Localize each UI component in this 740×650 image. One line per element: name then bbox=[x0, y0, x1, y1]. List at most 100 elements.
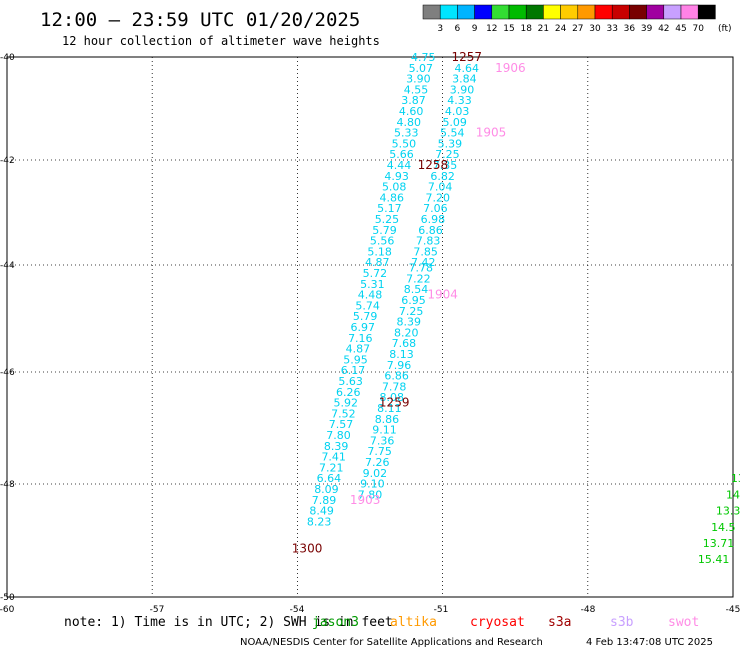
colorbar-swatch bbox=[508, 4, 527, 20]
colorbar-swatch bbox=[543, 4, 561, 20]
wave-height-point: 14 bbox=[726, 488, 740, 501]
wave-height-point: 8.39 bbox=[324, 440, 349, 453]
colorbar-label: 12 bbox=[486, 24, 497, 34]
wave-height-point: 5.50 bbox=[392, 137, 417, 150]
axis-ticks: -60 -57 -54 -51 -48 -45 -40 -42 -44 -46 -48 -50 bbox=[0, 53, 740, 615]
wave-height-point: 14.5 bbox=[711, 521, 736, 534]
pass-time-label: 1903 bbox=[350, 493, 381, 507]
wave-height-point: 5.25 bbox=[375, 213, 400, 226]
satellite-legend-item: jason3 bbox=[312, 615, 359, 630]
wave-height-point: 4.03 bbox=[445, 105, 470, 118]
wave-height-point: 5.79 bbox=[353, 310, 378, 323]
wave-height-point: 8.86 bbox=[375, 413, 400, 426]
wave-height-point: 7.57 bbox=[329, 418, 354, 431]
wave-height-point: 7.36 bbox=[370, 434, 395, 447]
wave-height-point: 5.33 bbox=[394, 127, 419, 140]
wave-height-point: 6.26 bbox=[336, 386, 361, 399]
wave-height-point: 7.85 bbox=[413, 245, 438, 258]
wave-height-point: 8.08 bbox=[380, 391, 405, 404]
colorbar-swatch bbox=[457, 4, 475, 20]
wave-height-point: 9.10 bbox=[360, 478, 385, 491]
colorbar-swatch bbox=[697, 4, 716, 20]
colorbar-swatch bbox=[680, 4, 699, 20]
wave-height-point: 7.89 bbox=[312, 494, 337, 507]
plot-area bbox=[6, 56, 734, 598]
colorbar-label: 18 bbox=[520, 24, 532, 34]
wave-height-point: 7.83 bbox=[416, 235, 441, 248]
wave-height-point: 5.72 bbox=[363, 267, 388, 280]
wave-height-point: 7.78 bbox=[409, 262, 434, 275]
colorbar-label: 70 bbox=[692, 24, 704, 34]
colorbar-label: 39 bbox=[641, 24, 653, 34]
wave-height-point: 7.16 bbox=[348, 332, 373, 345]
wave-height-point: 13.71 bbox=[703, 537, 735, 550]
wave-height-point: 4.87 bbox=[346, 343, 371, 356]
colorbar-label: 9 bbox=[472, 24, 478, 34]
wave-height-point: 7.80 bbox=[358, 488, 383, 501]
colorbar-label: 15 bbox=[503, 24, 514, 34]
wave-height-point: 4.48 bbox=[358, 289, 383, 302]
y-tick-label: -44 bbox=[0, 261, 15, 271]
wave-height-point: 5.39 bbox=[438, 137, 463, 150]
colorbar-label: 30 bbox=[589, 24, 601, 34]
satellite-legend-item: cryosat bbox=[470, 615, 525, 630]
wave-height-point: 5.79 bbox=[372, 224, 397, 237]
colorbar-label: 24 bbox=[555, 24, 567, 34]
wave-height-point: 6.82 bbox=[430, 170, 455, 183]
wave-height-point: 6.98 bbox=[421, 213, 446, 226]
wave-height-point: 5.09 bbox=[442, 116, 467, 129]
colorbar-swatch bbox=[629, 4, 647, 20]
wave-height-point: 4.33 bbox=[447, 94, 472, 107]
colorbar-label: 21 bbox=[538, 24, 549, 34]
wave-height-point: 5.17 bbox=[377, 202, 402, 215]
wave-height-point: 7.22 bbox=[406, 272, 431, 285]
wave-height-point: 8.39 bbox=[396, 316, 421, 329]
wave-height-point: 6.86 bbox=[418, 224, 443, 237]
wave-height-point: 7.25 bbox=[399, 305, 424, 318]
wave-height-point: 6.86 bbox=[384, 370, 409, 383]
wave-height-point: 5.18 bbox=[367, 245, 392, 258]
colorbar-label: 27 bbox=[572, 24, 583, 34]
data-marks: 4.755.073.904.553.874.604.805.335.505.66… bbox=[292, 50, 740, 566]
footer-credit: NOAA/NESDIS Center for Satellite Applica… bbox=[240, 637, 543, 648]
colorbar-swatch bbox=[474, 4, 493, 20]
x-tick-label: -51 bbox=[434, 605, 449, 615]
wave-height-point: 5.63 bbox=[338, 375, 363, 388]
wave-height-point: 9.11 bbox=[372, 424, 397, 437]
colorbar-label: 42 bbox=[658, 24, 669, 34]
wave-height-point: 6.64 bbox=[317, 472, 342, 485]
colorbar-label: 45 bbox=[675, 24, 686, 34]
wave-height-point: 4.44 bbox=[387, 159, 412, 172]
colorbar-swatch bbox=[594, 4, 613, 20]
footer-timestamp: 4 Feb 13:47:08 UTC 2025 bbox=[586, 637, 713, 648]
pass-time-label: 1257 bbox=[452, 50, 483, 64]
wave-height-point: 8.23 bbox=[307, 515, 332, 528]
wave-height-point: 6.17 bbox=[341, 364, 366, 377]
pass-time-label: 1300 bbox=[292, 541, 323, 555]
wave-height-point: 9.02 bbox=[363, 467, 388, 480]
wave-height-point: 5.54 bbox=[440, 127, 465, 140]
plot-border bbox=[6, 56, 734, 598]
y-tick-label: -50 bbox=[0, 593, 15, 603]
y-tick-label: -40 bbox=[0, 53, 15, 63]
colorbar-unit: (ft) bbox=[718, 24, 732, 34]
wave-height-point: 8.09 bbox=[314, 483, 339, 496]
wave-height-point: 7.52 bbox=[331, 407, 356, 420]
wave-height-point: 4.60 bbox=[399, 105, 424, 118]
wave-height-point: 7.68 bbox=[392, 337, 417, 350]
colorbar-swatch bbox=[422, 4, 441, 20]
wave-height-point: 3.90 bbox=[450, 83, 475, 96]
x-tick-label: -60 bbox=[0, 605, 15, 615]
x-tick-label: -45 bbox=[726, 605, 740, 615]
satellite-legend-item: altika bbox=[390, 615, 437, 630]
wave-height-point: 4.86 bbox=[380, 191, 405, 204]
wave-height-point: 7.96 bbox=[387, 359, 412, 372]
chart-subtitle: 12 hour collection of altimeter wave hei… bbox=[62, 34, 380, 48]
x-tick-label: -48 bbox=[581, 605, 596, 615]
wave-height-point: 7.20 bbox=[426, 191, 451, 204]
wave-height-point: 5.92 bbox=[334, 397, 359, 410]
wave-height-point: 6.97 bbox=[350, 321, 375, 334]
note: note: 1) Time is in UTC; 2) SWH is in fe… bbox=[64, 615, 393, 630]
colorbar-swatch bbox=[491, 4, 510, 20]
colorbar-swatch bbox=[646, 4, 665, 20]
